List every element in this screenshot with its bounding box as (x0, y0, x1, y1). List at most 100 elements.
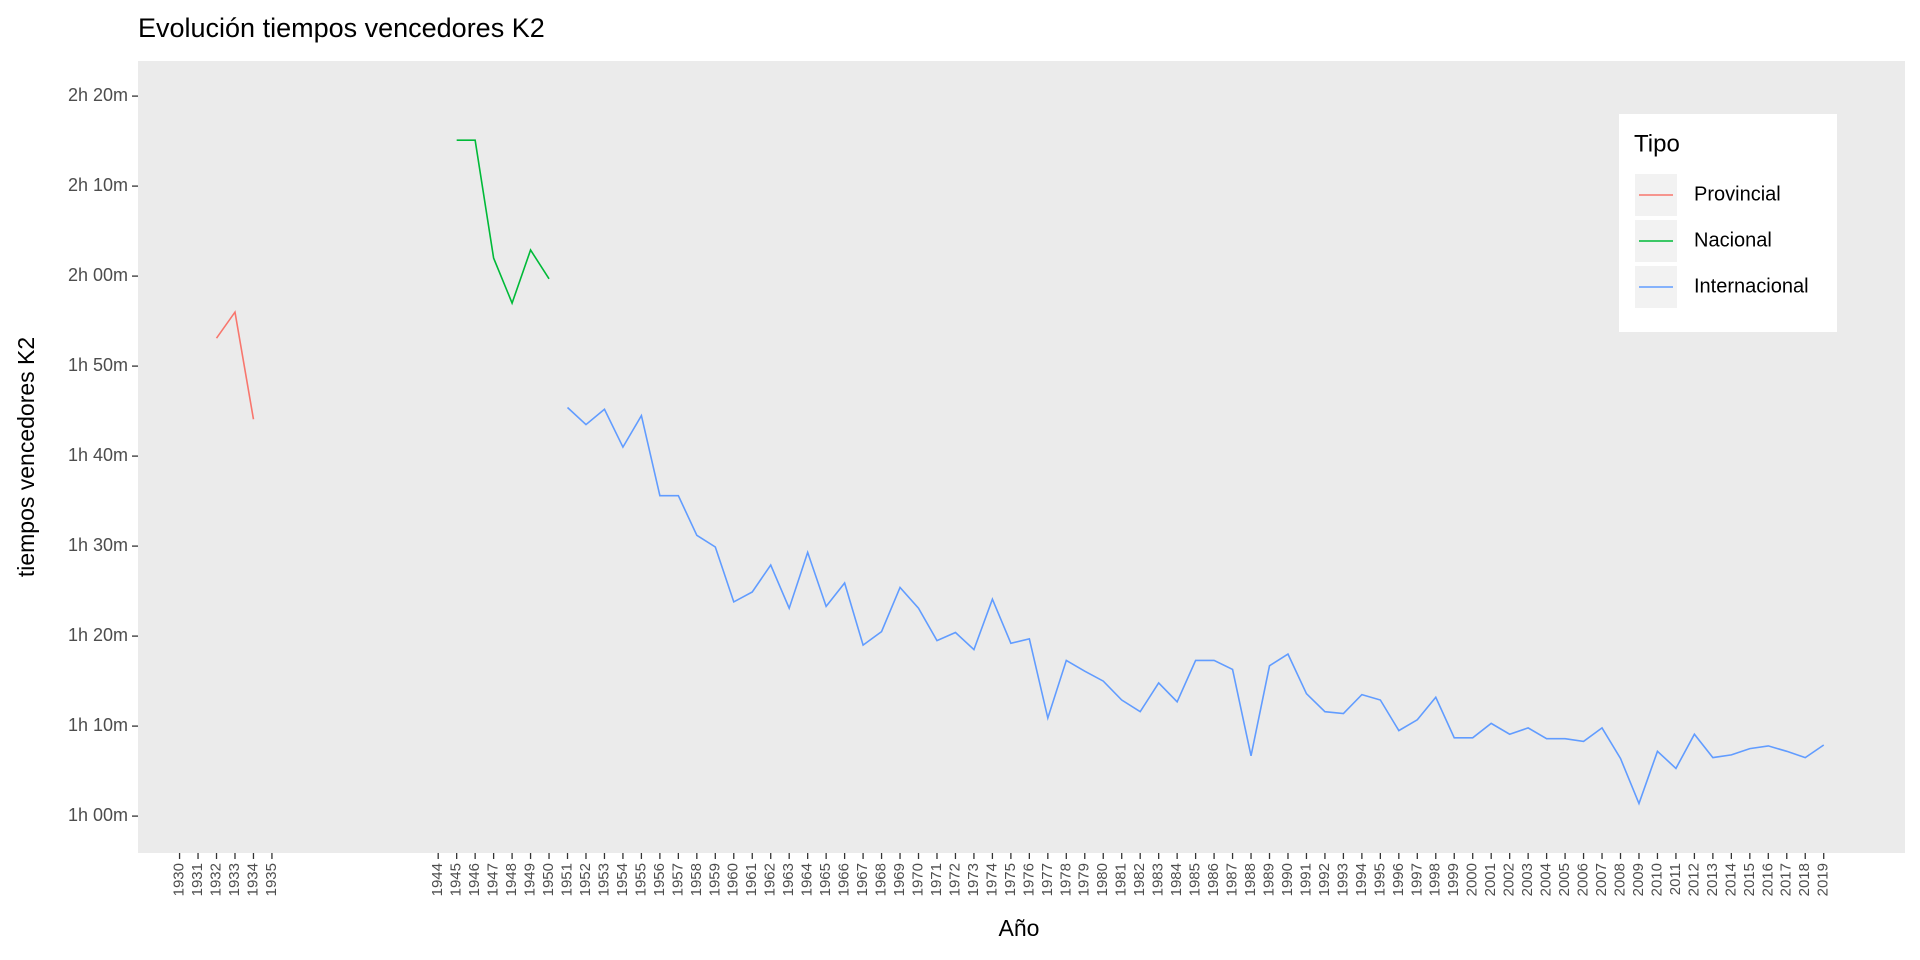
x-tick-label: 1980 (1094, 863, 1111, 896)
x-tick-label: 1932 (207, 863, 224, 896)
legend-label: Provincial (1694, 183, 1781, 205)
x-tick-label: 1993 (1334, 863, 1351, 896)
x-tick-label: 1935 (263, 863, 280, 896)
x-tick-label: 1934 (244, 863, 261, 896)
x-tick-label: 1944 (429, 863, 446, 896)
x-tick-label: 1994 (1353, 863, 1370, 896)
x-tick-label: 2005 (1556, 863, 1573, 896)
x-tick-label: 1965 (817, 863, 834, 896)
x-tick-label: 1962 (762, 863, 779, 896)
x-tick-label: 1986 (1205, 863, 1222, 896)
x-tick-label: 2007 (1593, 863, 1610, 896)
x-tick-label: 1981 (1113, 863, 1130, 896)
x-tick-label: 2019 (1815, 863, 1832, 896)
x-tick-label: 1968 (873, 863, 890, 896)
x-tick-label: 2009 (1630, 863, 1647, 896)
x-tick-label: 1999 (1445, 863, 1462, 896)
series-line (456, 139, 550, 306)
x-tick-label: 1953 (595, 863, 612, 896)
y-tick-label: 2h 00m (68, 265, 128, 285)
x-tick-label: 1974 (983, 863, 1000, 896)
x-tick-label: 1955 (632, 863, 649, 896)
x-tick-label: 2012 (1685, 863, 1702, 896)
y-tick-label: 1h 10m (68, 715, 128, 735)
x-tick-label: 2013 (1704, 863, 1721, 896)
x-tick-label: 1964 (799, 863, 816, 896)
x-tick-label: 1997 (1408, 863, 1425, 896)
x-tick-label: 1948 (503, 863, 520, 896)
y-tick-label: 1h 50m (68, 355, 128, 375)
x-tick-label: 1954 (614, 863, 631, 896)
x-tick-label: 1945 (448, 863, 465, 896)
x-tick-label: 1951 (558, 863, 575, 896)
panel (138, 61, 1905, 853)
x-tick-label: 2003 (1519, 863, 1536, 896)
x-tick-label: 1992 (1316, 863, 1333, 896)
y-tick-label: 1h 20m (68, 625, 128, 645)
x-tick-label: 1961 (743, 863, 760, 896)
x-tick-label: 2004 (1538, 863, 1555, 896)
x-tick-label: 1957 (669, 863, 686, 896)
x-tick-label: 1995 (1371, 863, 1388, 896)
x-tick-label: 1971 (928, 863, 945, 896)
x-tick-label: 1970 (909, 863, 926, 896)
x-tick-label: 1972 (946, 863, 963, 896)
x-tick-label: 1984 (1168, 863, 1185, 896)
x-tick-label: 2010 (1648, 863, 1665, 896)
x-tick-label: 1947 (485, 863, 502, 896)
x-tick-label: 2002 (1501, 863, 1518, 896)
x-tick-label: 2014 (1722, 863, 1739, 896)
x-axis-label: Año (999, 915, 1040, 941)
x-tick-label: 1990 (1279, 863, 1296, 896)
x-tick-label: 2001 (1482, 863, 1499, 896)
x-tick-label: 1931 (189, 863, 206, 896)
x-tick-label: 1996 (1390, 863, 1407, 896)
x-tick-label: 1983 (1150, 863, 1167, 896)
x-tick-label: 1977 (1039, 863, 1056, 896)
y-tick-label: 1h 00m (68, 805, 128, 825)
x-tick-label: 1949 (522, 863, 539, 896)
x-tick-label: 1976 (1020, 863, 1037, 896)
y-tick-label: 1h 30m (68, 535, 128, 555)
chart-title: Evolución tiempos vencedores K2 (138, 13, 545, 43)
x-tick-label: 1933 (226, 863, 243, 896)
x-tick-label: 1963 (780, 863, 797, 896)
x-tick-label: 1975 (1002, 863, 1019, 896)
x-tick-label: 1985 (1187, 863, 1204, 896)
x-tick-label: 1978 (1057, 863, 1074, 896)
x-tick-label: 2000 (1464, 863, 1481, 896)
x-tick-label: 2016 (1759, 863, 1776, 896)
x-tick-label: 1998 (1427, 863, 1444, 896)
x-tick-label: 2017 (1778, 863, 1795, 896)
series-line (215, 310, 255, 420)
x-tick-label: 1987 (1224, 863, 1241, 896)
legend-title: Tipo (1634, 130, 1680, 157)
x-tick-label: 2018 (1796, 863, 1813, 896)
x-tick-label: 1991 (1297, 863, 1314, 896)
legend-label: Nacional (1694, 229, 1772, 251)
x-tick-label: 2011 (1667, 863, 1684, 895)
x-tick-label: 1959 (706, 863, 723, 896)
x-tick-label: 1930 (171, 863, 188, 896)
x-tick-label: 1967 (854, 863, 871, 896)
x-tick-label: 1958 (688, 863, 705, 896)
x-tick-label: 2015 (1741, 863, 1758, 896)
x-tick-label: 1989 (1260, 863, 1277, 896)
x-tick-label: 2006 (1575, 863, 1592, 896)
x-tick-label: 1946 (466, 863, 483, 896)
y-tick-label: 2h 20m (68, 85, 128, 105)
y-tick-label: 2h 10m (68, 175, 128, 195)
x-tick-label: 1969 (891, 863, 908, 896)
x-tick-label: 1952 (577, 863, 594, 896)
x-tick-label: 2008 (1611, 863, 1628, 896)
y-axis-label: tiempos vencedores K2 (13, 337, 39, 577)
legend-label: Internacional (1694, 275, 1809, 297)
x-tick-label: 1960 (725, 863, 742, 896)
x-tick-label: 1973 (965, 863, 982, 896)
x-tick-label: 1988 (1242, 863, 1259, 896)
x-tick-label: 1966 (836, 863, 853, 896)
x-tick-label: 1956 (651, 863, 668, 896)
series-line (566, 406, 1825, 806)
